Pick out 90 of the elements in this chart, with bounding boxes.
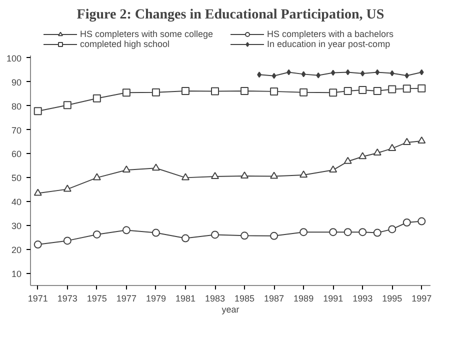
point — [181, 234, 190, 242]
y-tick-label: 50 — [11, 173, 22, 184]
point — [390, 70, 394, 76]
point — [181, 86, 190, 95]
x-tick-label: 1989 — [294, 294, 314, 304]
point — [330, 70, 336, 76]
point — [360, 70, 365, 76]
point — [240, 86, 249, 95]
x-tick-label: 1991 — [323, 294, 344, 304]
point — [211, 230, 219, 239]
legend-label: In education in year post-comp — [267, 39, 392, 49]
point — [122, 88, 130, 97]
point — [344, 86, 352, 95]
point — [329, 165, 338, 173]
point — [301, 71, 306, 78]
point — [300, 88, 308, 96]
point — [373, 86, 382, 95]
point — [358, 86, 367, 94]
point — [418, 217, 426, 226]
point — [358, 228, 367, 236]
point — [418, 84, 426, 92]
x-tick-label: 1981 — [175, 294, 196, 304]
point — [388, 85, 396, 94]
point — [240, 171, 249, 179]
point — [373, 228, 382, 237]
point — [388, 144, 396, 151]
point — [34, 188, 42, 196]
point — [211, 172, 219, 180]
x-tick-label: 1997 — [412, 294, 432, 304]
point — [181, 173, 190, 180]
point — [122, 226, 130, 234]
point — [122, 165, 130, 173]
point — [329, 88, 338, 97]
point — [272, 72, 276, 79]
point — [402, 218, 411, 226]
x-axis-title: year — [222, 304, 240, 314]
point — [418, 136, 426, 144]
point — [152, 164, 160, 171]
point — [270, 232, 278, 240]
point — [300, 170, 308, 178]
point — [63, 236, 72, 245]
point — [404, 72, 410, 79]
point — [34, 107, 42, 116]
y-tick-label: 80 — [11, 101, 22, 112]
x-tick-label: 1983 — [204, 294, 226, 304]
point — [344, 228, 352, 236]
point — [300, 228, 308, 236]
x-tick-label: 1993 — [352, 294, 373, 304]
x-tick-label: 1971 — [28, 294, 48, 304]
point — [270, 87, 278, 96]
x-tick-label: 1975 — [86, 294, 107, 304]
x-tick-label: 1979 — [146, 294, 166, 304]
y-tick-label: 10 — [11, 269, 22, 280]
point — [375, 69, 380, 76]
y-tick-label: 20 — [11, 245, 22, 256]
y-tick-label: 60 — [11, 149, 22, 160]
point — [92, 173, 101, 180]
point — [358, 152, 367, 160]
point — [402, 138, 411, 145]
x-tick-label: 1987 — [264, 294, 284, 304]
y-tick-label: 40 — [11, 197, 22, 208]
point — [388, 225, 396, 234]
point — [419, 69, 424, 76]
point — [329, 228, 338, 236]
point — [63, 101, 72, 110]
point — [63, 184, 72, 192]
point — [373, 148, 382, 156]
x-tick-label: 1977 — [116, 294, 136, 304]
point — [344, 156, 352, 164]
x-tick-label: 1995 — [382, 294, 402, 304]
y-tick-label: 100 — [6, 53, 22, 64]
point — [270, 172, 278, 179]
y-tick-label: 90 — [11, 77, 22, 88]
point — [34, 240, 42, 249]
point — [240, 232, 249, 240]
point — [211, 87, 219, 96]
point — [92, 94, 101, 102]
y-tick-label: 70 — [11, 125, 22, 136]
point — [402, 84, 411, 93]
legend-label: completed high school — [80, 39, 171, 49]
x-tick-label: 1985 — [234, 294, 255, 304]
chart-title: Figure 2: Changes in Educational Participation, US — [76, 8, 384, 22]
legend-label: HS completers with a bachelors — [267, 29, 395, 39]
point — [92, 230, 101, 238]
point — [152, 228, 160, 237]
x-tick-label: 1973 — [57, 294, 78, 304]
y-tick-label: 30 — [11, 221, 22, 232]
legend-label: HS completers with some college — [80, 29, 214, 39]
point — [152, 88, 160, 96]
point — [346, 69, 350, 76]
